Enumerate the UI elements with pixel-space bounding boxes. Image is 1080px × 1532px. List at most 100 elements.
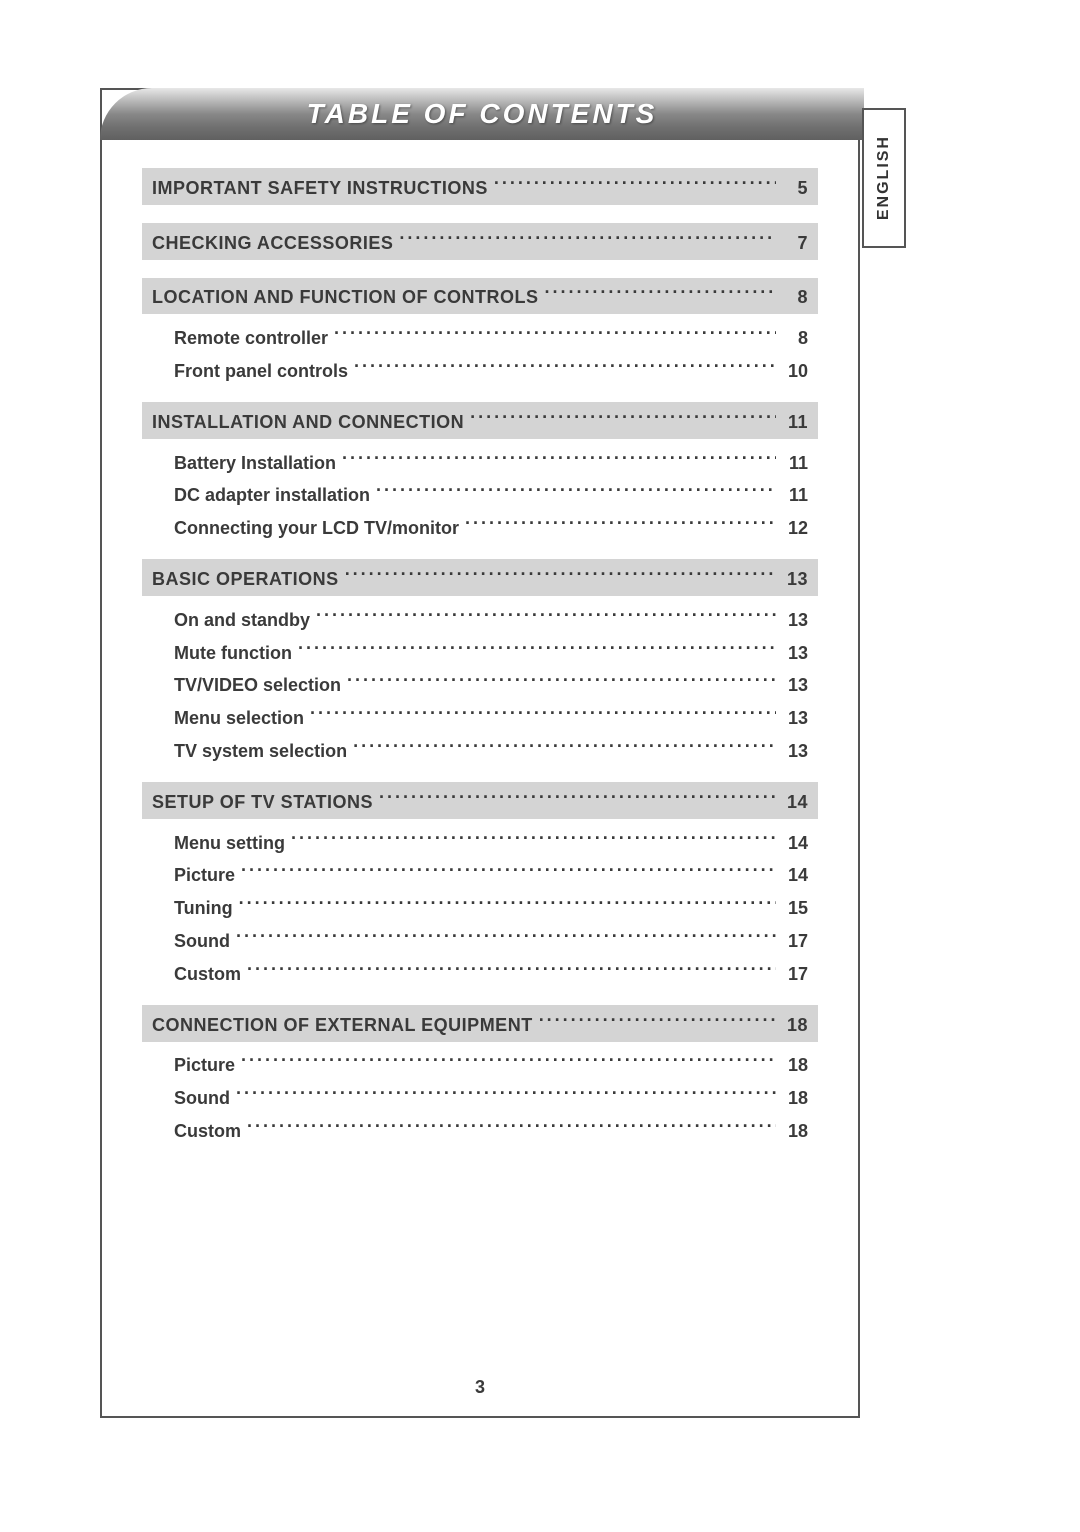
toc-section: LOCATION AND FUNCTION OF CONTROLS8Remote… — [142, 278, 818, 384]
toc-sub-label: Custom — [174, 964, 241, 985]
toc-sub-item: Picture14 — [142, 860, 818, 889]
toc-section-header: INSTALLATION AND CONNECTION11 — [142, 402, 818, 439]
toc-section-label: SETUP OF TV STATIONS — [152, 792, 373, 813]
leader-dots — [298, 639, 776, 659]
toc-section-page: 5 — [782, 178, 808, 199]
toc-section: IMPORTANT SAFETY INSTRUCTIONS 5 — [142, 168, 818, 205]
toc-sub-label: Menu setting — [174, 833, 285, 854]
leader-dots — [310, 704, 776, 724]
leader-dots — [470, 408, 776, 428]
language-tab-label: ENGLISH — [875, 135, 893, 220]
toc-section-page: 13 — [782, 569, 808, 590]
toc-section-header: BASIC OPERATIONS 13 — [142, 559, 818, 596]
leader-dots — [465, 514, 776, 534]
toc-sub-label: Remote controller — [174, 328, 328, 349]
leader-dots — [379, 788, 776, 808]
toc-section-label: BASIC OPERATIONS — [152, 569, 339, 590]
toc-sub-label: Menu selection — [174, 708, 304, 729]
toc-sub-page: 12 — [782, 518, 808, 539]
toc-sub-page: 13 — [782, 741, 808, 762]
toc-sub-page: 11 — [782, 453, 808, 474]
title-banner: TABLE OF CONTENTS — [100, 88, 864, 140]
toc-section-header: CONNECTION OF EXTERNAL EQUIPMENT18 — [142, 1005, 818, 1042]
toc-sub-item: TV system selection13 — [142, 735, 818, 764]
toc-section-label: CHECKING ACCESSORIES — [152, 233, 393, 254]
toc-sub-label: Custom — [174, 1121, 241, 1142]
toc-sub-item: Mute function13 — [142, 637, 818, 666]
leader-dots — [399, 229, 776, 249]
toc-sub-label: Tuning — [174, 898, 233, 919]
toc-sub-page: 17 — [782, 931, 808, 952]
toc-sub-item: TV/VIDEO selection 13 — [142, 670, 818, 699]
toc-section-label: LOCATION AND FUNCTION OF CONTROLS — [152, 287, 538, 308]
toc-sub-item: Connecting your LCD TV/monitor 12 — [142, 512, 818, 541]
toc-sub-label: TV/VIDEO selection — [174, 675, 341, 696]
toc-sub-page: 13 — [782, 675, 808, 696]
toc-sub-label: On and standby — [174, 610, 310, 631]
toc-sub-item: Picture18 — [142, 1050, 818, 1079]
toc-sub-page: 13 — [782, 610, 808, 631]
toc-sub-item: Sound 17 — [142, 925, 818, 954]
toc-sub-item: Menu setting 14 — [142, 827, 818, 856]
toc-section-page: 7 — [782, 233, 808, 254]
toc-sub-item: Custom17 — [142, 958, 818, 987]
toc-sub-page: 14 — [782, 833, 808, 854]
toc-sub-item: Menu selection 13 — [142, 702, 818, 731]
toc-section: BASIC OPERATIONS 13 On and standby 13 Mute f… — [142, 559, 818, 764]
leader-dots — [354, 357, 776, 377]
toc-sub-item: Front panel controls10 — [142, 355, 818, 384]
toc-sub-page: 8 — [782, 328, 808, 349]
toc-sub-item: Remote controller 8 — [142, 322, 818, 351]
leader-dots — [345, 565, 776, 585]
toc-sub-item: On and standby 13 — [142, 604, 818, 633]
toc-sub-page: 18 — [782, 1121, 808, 1142]
leader-dots — [494, 174, 776, 194]
leader-dots — [236, 927, 776, 947]
toc-sub-item: Battery Installation 11 — [142, 447, 818, 476]
toc-sub-label: DC adapter installation — [174, 485, 370, 506]
toc-section: SETUP OF TV STATIONS14Menu setting14Pict… — [142, 782, 818, 987]
leader-dots — [291, 829, 776, 849]
toc-section: INSTALLATION AND CONNECTION11 Battery Ins… — [142, 402, 818, 541]
leader-dots — [334, 324, 776, 344]
leader-dots — [539, 1011, 776, 1031]
toc-sub-page: 14 — [782, 865, 808, 886]
toc-section-header: CHECKING ACCESSORIES 7 — [142, 223, 818, 260]
leader-dots — [247, 960, 776, 980]
toc-sub-item: Tuning15 — [142, 892, 818, 921]
leader-dots — [239, 894, 776, 914]
leader-dots — [247, 1117, 776, 1137]
toc-sub-page: 10 — [782, 361, 808, 382]
toc-section-page: 18 — [782, 1015, 808, 1036]
toc-content: IMPORTANT SAFETY INSTRUCTIONS 5 CHECKING A… — [142, 168, 818, 1162]
leader-dots — [347, 672, 776, 692]
toc-sub-page: 18 — [782, 1088, 808, 1109]
toc-section: CONNECTION OF EXTERNAL EQUIPMENT18 Pictur… — [142, 1005, 818, 1144]
page-frame: TABLE OF CONTENTS ENGLISH IMPORTANT SAFE… — [100, 88, 860, 1418]
toc-section-page: 11 — [782, 412, 808, 433]
leader-dots — [241, 862, 776, 882]
leader-dots — [544, 284, 776, 304]
toc-section-page: 14 — [782, 792, 808, 813]
toc-section-header: SETUP OF TV STATIONS 14 — [142, 782, 818, 819]
toc-section: CHECKING ACCESSORIES 7 — [142, 223, 818, 260]
toc-sub-page: 13 — [782, 708, 808, 729]
toc-section-header: IMPORTANT SAFETY INSTRUCTIONS 5 — [142, 168, 818, 205]
leader-dots — [236, 1084, 776, 1104]
toc-sub-label: Sound — [174, 931, 230, 952]
page-number: 3 — [102, 1377, 858, 1398]
language-tab: ENGLISH — [862, 108, 906, 248]
toc-sub-label: Battery Installation — [174, 453, 336, 474]
toc-sub-item: Custom 18 — [142, 1115, 818, 1144]
leader-dots — [353, 737, 776, 757]
leader-dots — [342, 449, 776, 469]
toc-sub-page: 18 — [782, 1055, 808, 1076]
toc-section-page: 8 — [782, 287, 808, 308]
leader-dots — [316, 606, 776, 626]
toc-sub-label: Mute function — [174, 643, 292, 664]
toc-sub-label: Connecting your LCD TV/monitor — [174, 518, 459, 539]
toc-section-label: IMPORTANT SAFETY INSTRUCTIONS — [152, 178, 488, 199]
toc-sub-item: DC adapter installation11 — [142, 480, 818, 509]
toc-section-header: LOCATION AND FUNCTION OF CONTROLS 8 — [142, 278, 818, 315]
toc-sub-item: Sound18 — [142, 1082, 818, 1111]
